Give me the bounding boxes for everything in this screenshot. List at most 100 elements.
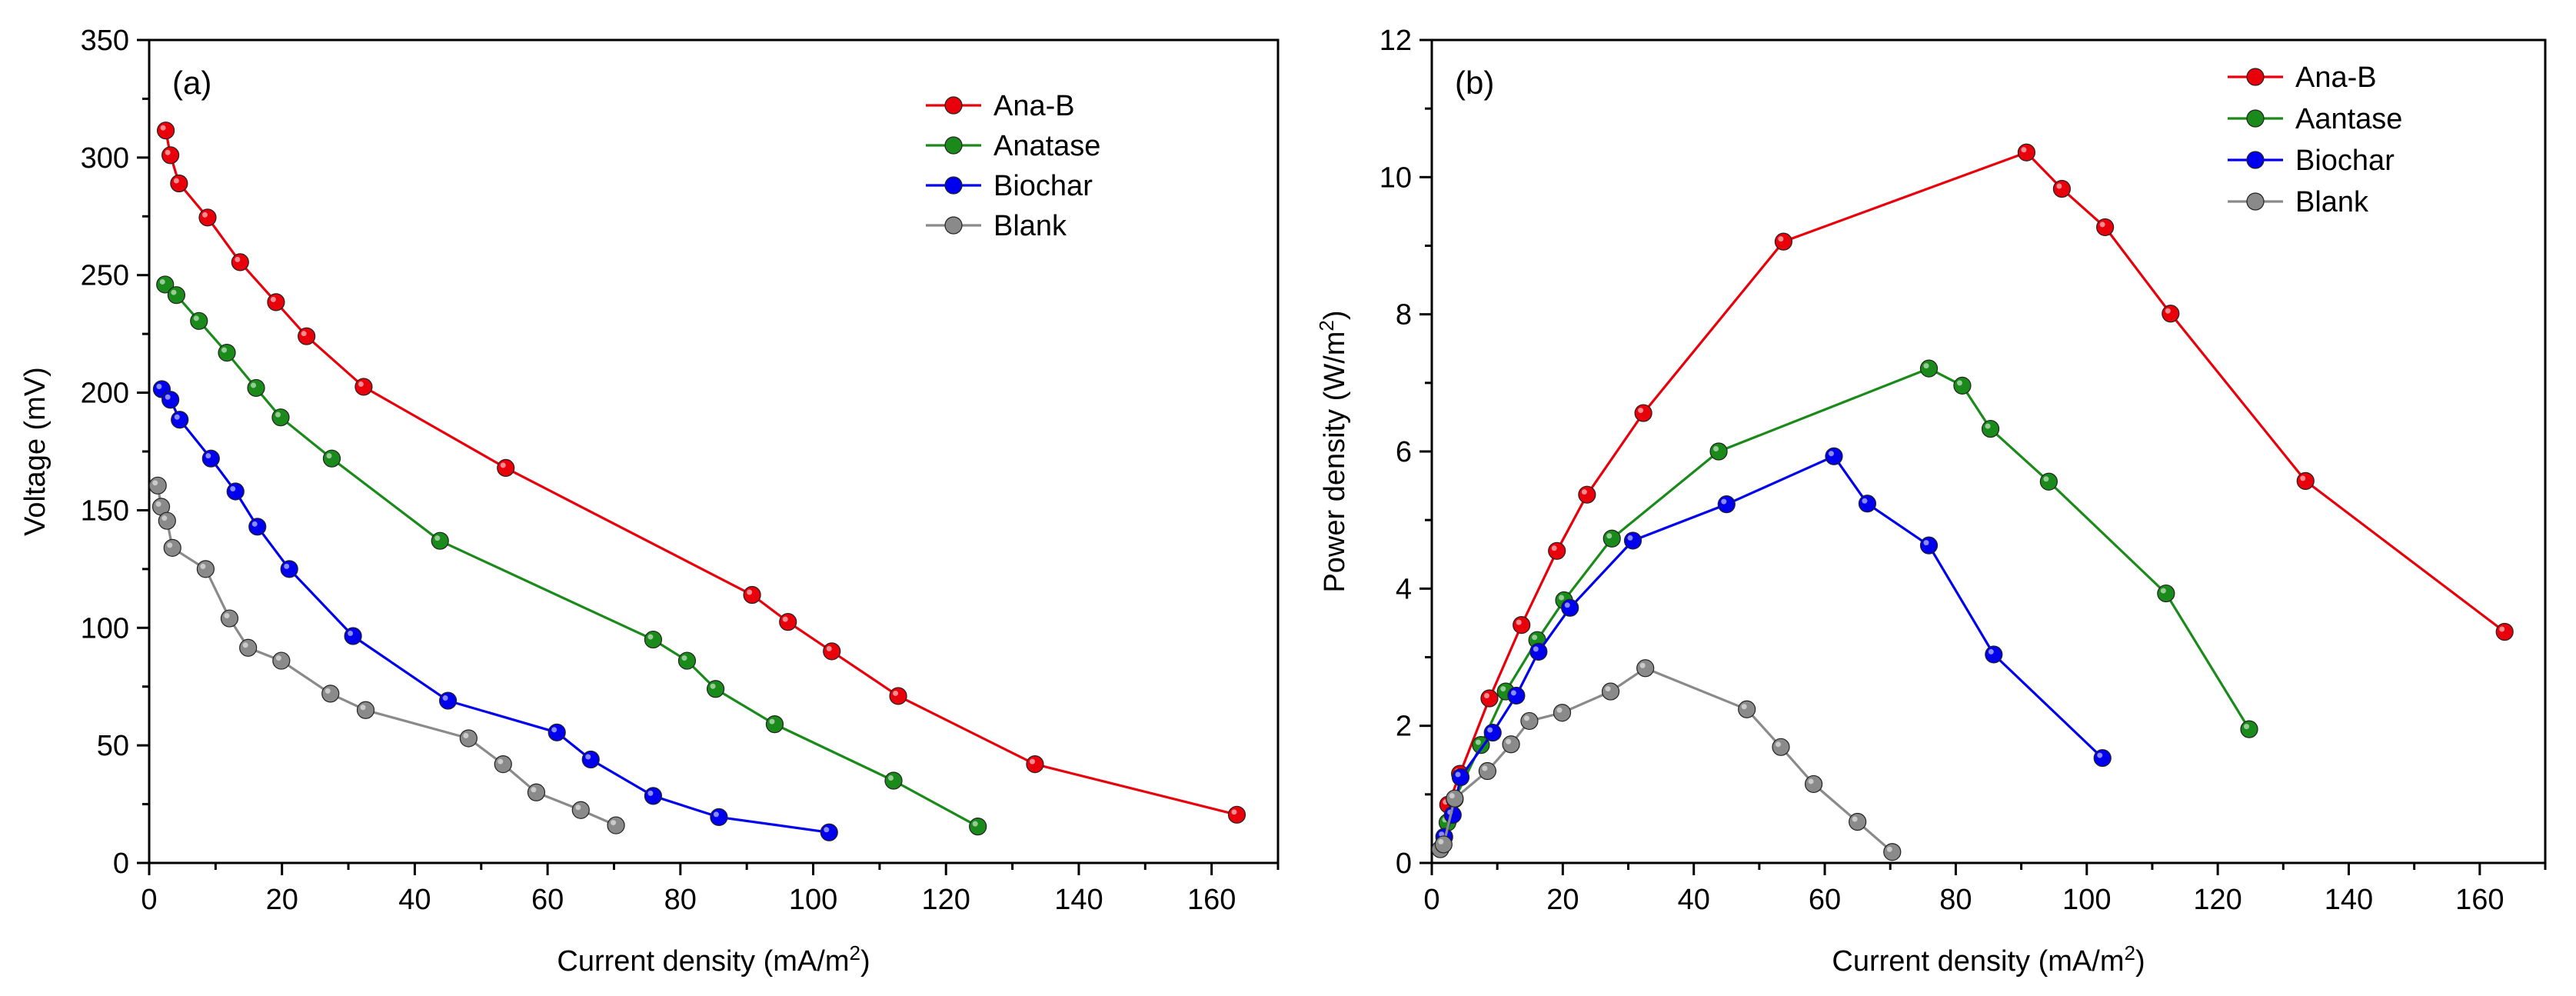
data-point-highlight — [235, 256, 241, 262]
data-point-highlight — [165, 394, 171, 400]
data-point-highlight — [575, 804, 581, 811]
x-tick-label: 60 — [531, 884, 564, 916]
data-point-highlight — [782, 616, 788, 622]
y-tick-label: 250 — [81, 260, 129, 292]
legend-marker — [944, 176, 963, 195]
data-point — [161, 146, 180, 165]
data-point — [823, 642, 841, 661]
data-point-highlight — [463, 732, 469, 738]
data-point — [1772, 738, 1790, 756]
data-point — [1478, 761, 1497, 781]
x-tick-label: 80 — [1939, 884, 1972, 916]
data-point-highlight — [165, 149, 171, 155]
data-point-highlight — [284, 563, 290, 569]
data-point — [248, 518, 267, 536]
data-point-highlight — [205, 453, 211, 459]
data-point — [1483, 723, 1502, 742]
data-point-highlight — [161, 515, 168, 521]
series-biochar — [152, 380, 838, 841]
data-point-highlight — [1510, 690, 1516, 696]
data-point — [459, 729, 478, 748]
data-point — [1717, 495, 1736, 514]
data-point-highlight — [155, 501, 161, 507]
data-point — [607, 816, 625, 834]
data-point — [322, 449, 341, 468]
data-point — [1578, 485, 1596, 504]
data-point-highlight — [201, 212, 208, 218]
data-point — [1603, 529, 1621, 548]
y-axis-title-main: Power density (W/m — [1319, 331, 1351, 593]
legend-marker — [944, 216, 963, 235]
data-point — [1513, 615, 1531, 635]
data-point — [743, 585, 761, 605]
x-tick-label: 100 — [2062, 884, 2111, 916]
data-point-highlight — [348, 630, 354, 636]
data-point-highlight — [1532, 635, 1538, 641]
data-point — [969, 818, 987, 836]
y-axis-title-end: ) — [1319, 310, 1351, 320]
y-tick-label: 350 — [81, 25, 129, 57]
y-tick-label: 50 — [97, 730, 129, 762]
data-point — [1919, 359, 1939, 378]
panel-label: (b) — [1455, 65, 1494, 101]
data-point-highlight — [1487, 727, 1493, 733]
data-point — [1507, 686, 1526, 705]
data-point — [1553, 704, 1572, 722]
data-point-highlight — [1455, 771, 1461, 778]
legend-entry-ana-b: Ana-B — [926, 90, 1075, 122]
data-point-highlight — [1923, 363, 1929, 369]
x-tick-label: 100 — [789, 884, 837, 916]
data-point-highlight — [324, 688, 331, 694]
data-point-highlight — [1605, 686, 1611, 692]
data-point-highlight — [230, 485, 236, 491]
data-point-highlight — [710, 683, 716, 689]
data-point-highlight — [1556, 707, 1563, 713]
data-point-highlight — [2160, 588, 2166, 594]
data-point — [356, 701, 375, 719]
data-point-highlight — [531, 787, 537, 793]
data-point-highlight — [224, 613, 230, 619]
data-point — [438, 691, 458, 710]
y-tick-label: 12 — [1380, 25, 1412, 57]
data-point — [161, 391, 180, 409]
data-point — [226, 482, 245, 501]
y-tick-label: 0 — [113, 848, 129, 880]
x-tick-label: 140 — [1054, 884, 1103, 916]
data-point-highlight — [1808, 778, 1814, 784]
legend-entry-biochar: Biochar — [926, 170, 1093, 202]
legend-label: Aantase — [2295, 103, 2402, 135]
y-axis-title: Voltage (mV) — [19, 367, 52, 536]
data-point-highlight — [270, 296, 276, 302]
data-point — [1953, 376, 1972, 395]
data-point — [644, 787, 663, 805]
x-axis-title: Current density (mA/m2) — [557, 941, 870, 978]
data-point-highlight — [2043, 476, 2049, 482]
y-tick-label: 10 — [1380, 162, 1412, 194]
data-point — [1636, 659, 1655, 678]
x-axis-title-main: Current density (mA/m — [1832, 945, 2124, 978]
data-point-highlight — [1741, 704, 1747, 710]
data-point-highlight — [1559, 595, 1565, 601]
legend-entry-aantase: Aantase — [2228, 103, 2402, 135]
data-point-highlight — [1956, 380, 1962, 386]
data-point-highlight — [1721, 498, 1727, 505]
legend-entry-biochar: Biochar — [2228, 145, 2395, 177]
x-tick-label: 120 — [922, 884, 970, 916]
data-point — [1480, 689, 1499, 708]
data-point-highlight — [1506, 738, 1512, 745]
panel-a: 0 20 40 60 80 100 120 140 160 0 50 100 150 200 250 300 3… — [19, 25, 1280, 978]
x-tick-label: 20 — [266, 884, 298, 916]
data-point — [1634, 404, 1652, 422]
data-point — [247, 378, 265, 398]
data-point-highlight — [1438, 838, 1444, 844]
data-point-highlight — [888, 775, 894, 781]
data-point-highlight — [2056, 183, 2062, 189]
data-point — [1849, 812, 1867, 831]
data-point — [527, 783, 546, 801]
series-line — [1443, 455, 2104, 838]
data-point-highlight — [251, 382, 257, 388]
data-point — [1883, 843, 1902, 861]
x-axis-title-end: ) — [860, 945, 870, 978]
data-point — [1774, 232, 1792, 251]
data-point — [239, 638, 258, 657]
